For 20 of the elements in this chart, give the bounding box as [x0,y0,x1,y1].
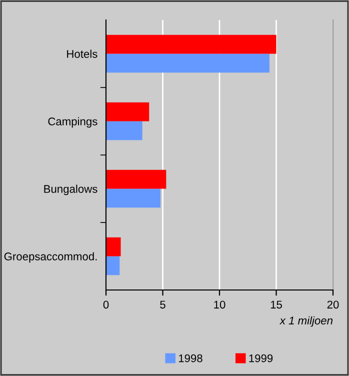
x-tick-label: 5 [160,300,166,309]
legend-label: 1999 [249,354,273,362]
x-tick-label: 20 [327,300,339,309]
y-tick-label: Bungalows [44,184,98,196]
y-tick-label: Campings [48,117,98,128]
bar [106,256,120,276]
y-tick-label: Hotels [67,50,98,58]
x-tick-label: 15 [270,300,282,309]
y-tick-label: Groepsaccommod. [4,252,97,263]
bar [106,34,276,54]
bar [106,170,166,189]
bar [106,237,121,256]
bar [106,54,270,73]
bar [106,188,160,208]
x-axis-title: x 1 miljoen [279,316,332,327]
bar [106,121,142,140]
legend-label: 1998 [178,354,202,362]
x-tick-label: 10 [214,300,226,309]
bar [106,102,150,122]
x-tick-label: 0 [103,300,109,309]
